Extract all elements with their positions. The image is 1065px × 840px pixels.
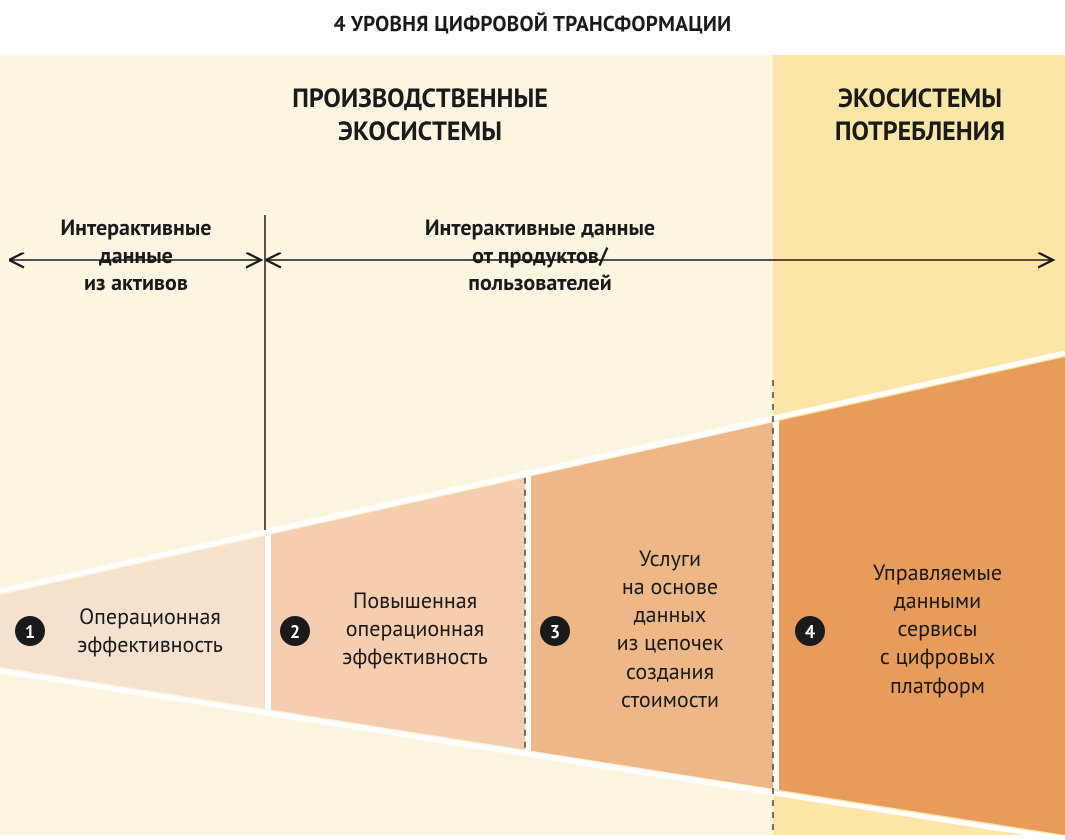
section-left-l2: ЭКОСИСТЕМЫ xyxy=(338,115,502,148)
arrow-left-label: Интерактивные данные из активов xyxy=(8,215,264,298)
tier-3-badge: 3 xyxy=(540,616,570,646)
tier-1-badge: 1 xyxy=(15,616,45,646)
tier-4-badge: 4 xyxy=(795,616,825,646)
diagram-svg xyxy=(0,55,1065,835)
section-left-heading: ПРОИЗВОДСТВЕННЫЕ ЭКОСИСТЕМЫ xyxy=(160,83,680,148)
section-right-heading: ЭКОСИСТЕМЫ ПОТРЕБЛЕНИЯ xyxy=(780,83,1060,148)
tier-3-label: Услугина основеданныхиз цепочексозданияс… xyxy=(575,545,765,714)
tier-2-badge: 2 xyxy=(280,616,310,646)
section-right-l2: ПОТРЕБЛЕНИЯ xyxy=(835,115,1005,148)
wedge-gap-3 xyxy=(773,421,779,790)
tier-2-label: Повышеннаяоперационнаяэффективность xyxy=(315,587,515,671)
tier-1-label: Операционнаяэффективность xyxy=(50,603,250,659)
section-right-l1: ЭКОСИСТЕМЫ xyxy=(838,82,1002,115)
wedge-gap-2 xyxy=(525,476,531,751)
arrow-right-label: Интерактивные данные от продуктов/ польз… xyxy=(280,215,800,298)
wedge-gap-1 xyxy=(265,534,271,709)
tier-4-label: Управляемыеданнымисервисыс цифровыхплатф… xyxy=(830,559,1045,700)
diagram-stage: ПРОИЗВОДСТВЕННЫЕ ЭКОСИСТЕМЫ ЭКОСИСТЕМЫ П… xyxy=(0,55,1065,835)
section-left-l1: ПРОИЗВОДСТВЕННЫЕ xyxy=(292,82,548,115)
page-title: 4 УРОВНЯ ЦИФРОВОЙ ТРАНСФОРМАЦИИ xyxy=(0,0,1065,55)
